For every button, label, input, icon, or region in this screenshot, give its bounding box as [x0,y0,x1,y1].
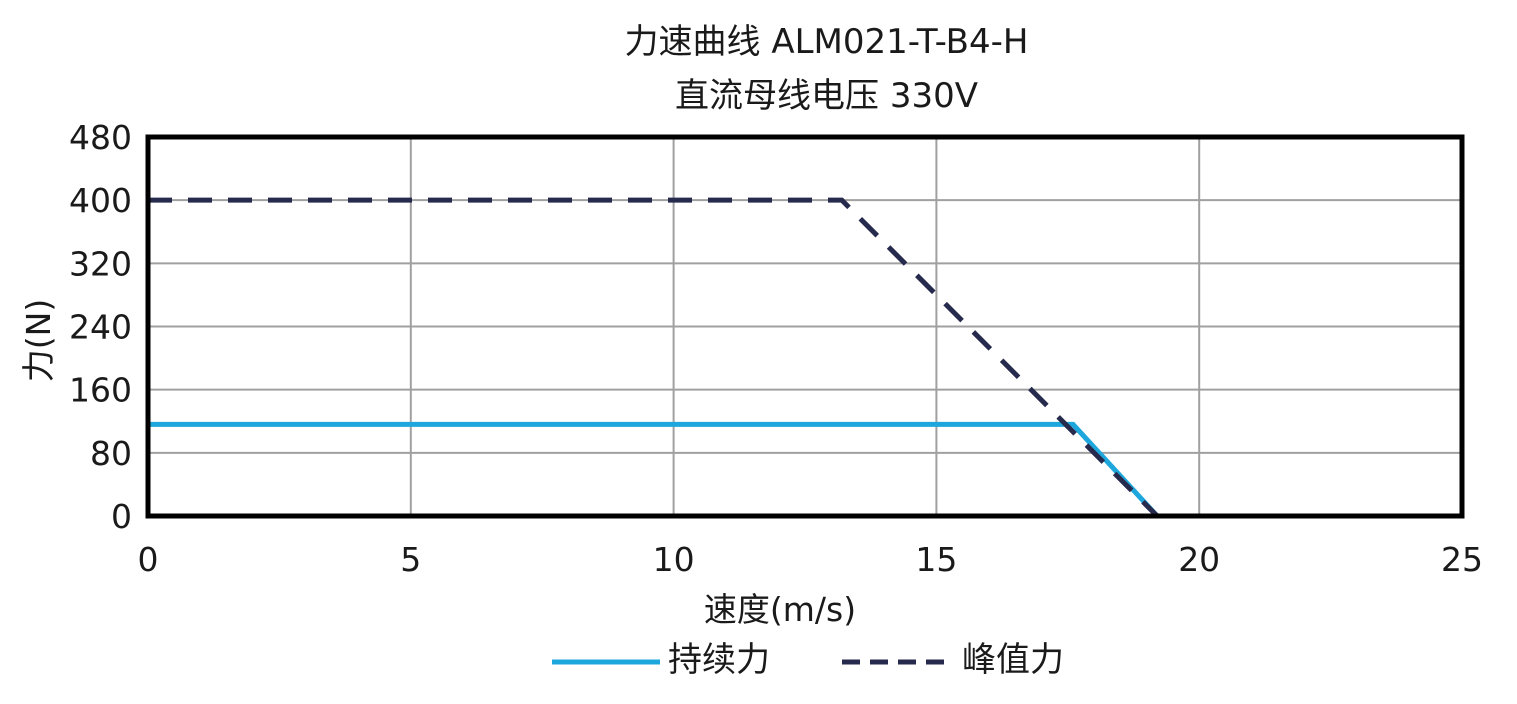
legend-label-continuous: 持续力 [668,640,770,680]
x-tick-labels: 0 5 10 15 20 25 [138,540,1484,579]
chart-subtitle: 直流母线电压 330V [675,76,978,116]
x-tick-label: 15 [915,540,957,579]
x-tick-label: 25 [1441,540,1483,579]
x-tick-label: 5 [400,540,421,579]
chart-title: 力速曲线 ALM021-T-B4-H [624,22,1029,62]
y-tick-label: 80 [90,434,132,473]
y-axis-label: 力(N) [19,299,58,382]
y-tick-label: 160 [69,371,132,410]
y-tick-label: 0 [111,497,132,536]
series-line-1 [148,197,1159,518]
legend-label-peak: 峰值力 [962,640,1064,680]
y-tick-label: 400 [69,181,132,220]
plot-frame [145,134,1465,519]
y-tick-label: 320 [69,244,132,283]
y-tick-label: 480 [69,118,132,157]
x-tick-label: 20 [1178,540,1220,579]
series-line-0 [148,421,1159,518]
grid-lines [147,136,1463,517]
y-tick-labels: 0 80 160 240 320 400 480 [69,118,132,536]
x-tick-label: 10 [653,540,695,579]
x-tick-label: 0 [138,540,159,579]
y-tick-label: 240 [69,308,132,347]
series-lines [148,197,1159,518]
x-axis-label: 速度(m/s) [704,590,856,629]
